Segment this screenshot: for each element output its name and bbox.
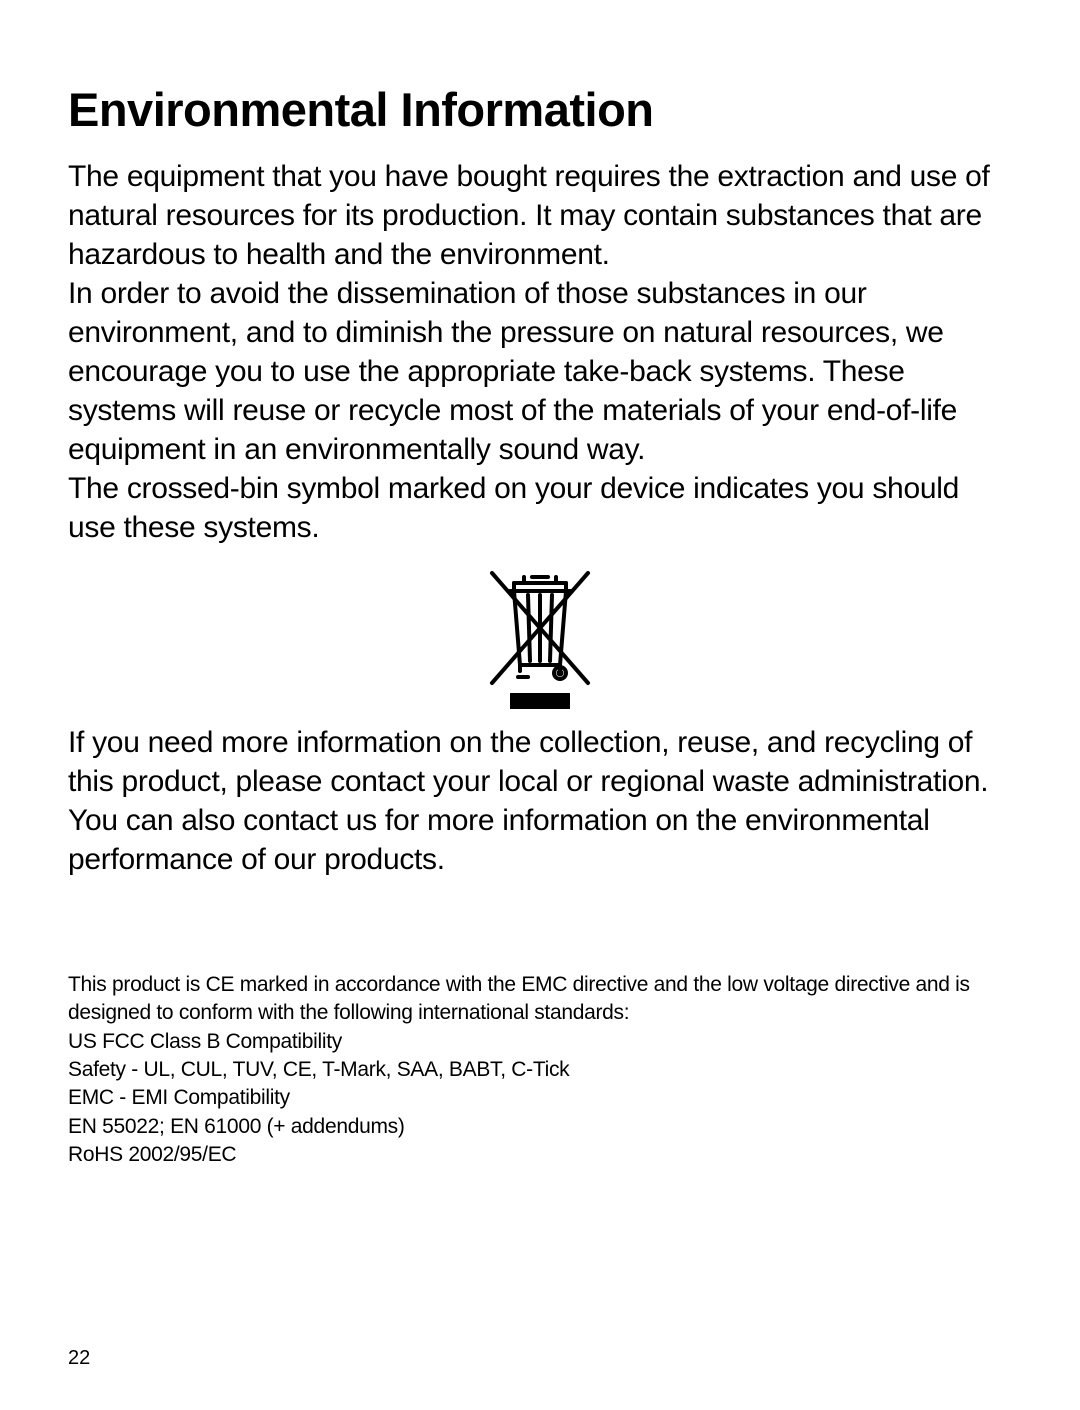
body-paragraph-5: You can also contact us for more informa…	[68, 801, 1012, 879]
weee-icon-container	[68, 565, 1012, 715]
section-heading: Environmental Information	[68, 82, 1012, 137]
fineprint-line: EMC - EMI Compatibility	[68, 1084, 1012, 1112]
fineprint-line: Safety - UL, CUL, TUV, CE, T-Mark, SAA, …	[68, 1056, 1012, 1084]
document-page: Environmental Information The equipment …	[0, 0, 1080, 1410]
page-number: 22	[68, 1347, 90, 1370]
fineprint-line: US FCC Class B Compatibility	[68, 1028, 1012, 1056]
fineprint-line: EN 55022; EN 61000 (+ addendums)	[68, 1113, 1012, 1141]
fineprint-line: This product is CE marked in accordance …	[68, 971, 1012, 1028]
body-paragraph-1: The equipment that you have bought requi…	[68, 157, 1012, 274]
weee-crossed-bin-icon	[480, 565, 600, 715]
fineprint-block: This product is CE marked in accordance …	[68, 971, 1012, 1169]
fineprint-line: RoHS 2002/95/EC	[68, 1141, 1012, 1169]
body-paragraph-3: The crossed-bin symbol marked on your de…	[68, 469, 1012, 547]
body-paragraph-4: If you need more information on the coll…	[68, 723, 1012, 801]
body-paragraph-2: In order to avoid the dissemination of t…	[68, 274, 1012, 469]
